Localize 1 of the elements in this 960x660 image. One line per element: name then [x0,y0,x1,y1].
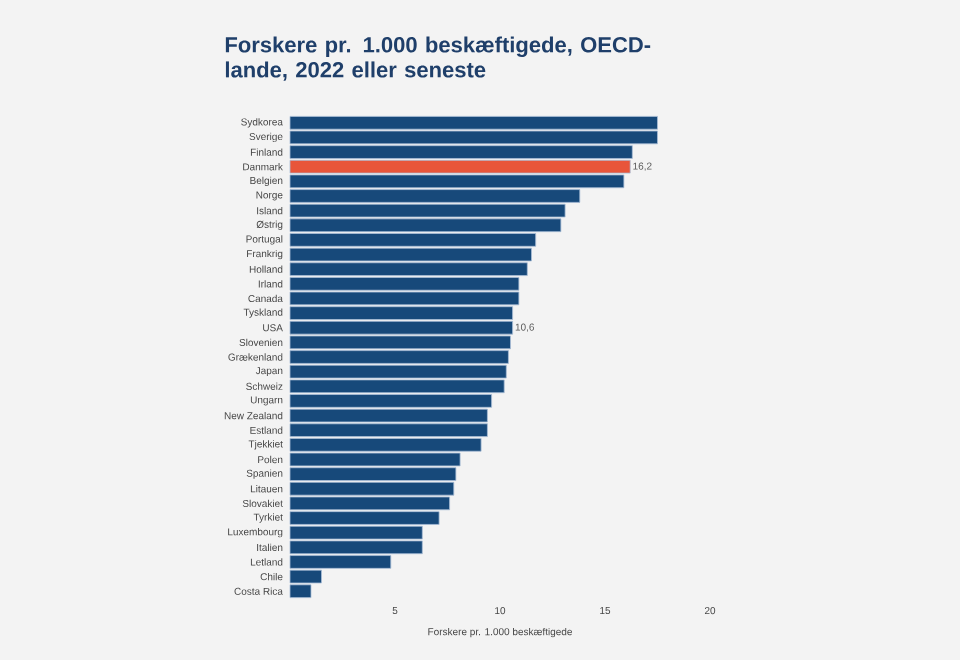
chart-title: Forskere pr. 1.000 beskæftigede, OECD-lande, 2022 eller seneste [225,36,651,81]
